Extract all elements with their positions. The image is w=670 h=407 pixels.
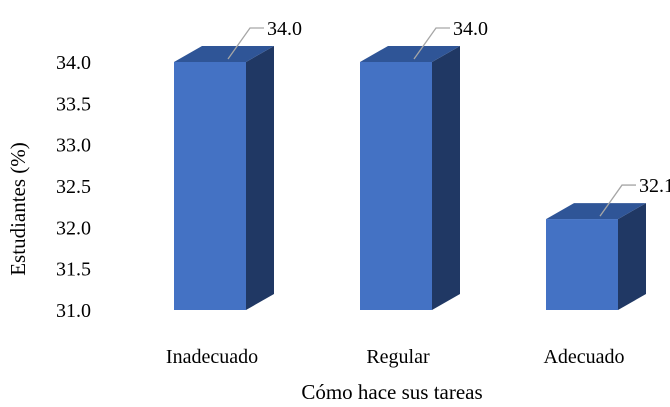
data-labels: 34.0 34.0 32.1 <box>227 18 670 217</box>
y-tick-label: 32.5 <box>56 176 91 198</box>
bar-inadecuado <box>174 46 274 310</box>
y-tick-label: 33.0 <box>56 135 91 157</box>
x-axis-label: Cómo hace sus tareas <box>301 380 482 404</box>
bar-front <box>546 219 618 310</box>
data-label-leader <box>227 27 264 60</box>
y-tick-label: 31.5 <box>56 259 91 281</box>
y-tick-label: 31.0 <box>56 300 91 322</box>
bar-top <box>174 46 274 62</box>
bar-side <box>246 46 274 310</box>
y-tick-label: 34.0 <box>56 52 91 74</box>
data-label-leader <box>599 184 636 217</box>
bar-top <box>360 46 460 62</box>
bar-regular <box>360 46 460 310</box>
bars <box>174 46 646 310</box>
bar-front <box>360 62 432 310</box>
y-tick-label: 32.0 <box>56 217 91 239</box>
y-axis-ticks: 31.0 31.5 32.0 32.5 33.0 33.5 34.0 <box>56 52 91 322</box>
y-axis-label: Estudiantes (%) <box>6 142 30 276</box>
bar-side <box>432 46 460 310</box>
data-label: 34.0 <box>267 18 302 40</box>
data-label: 34.0 <box>453 18 488 40</box>
x-category-label: Inadecuado <box>166 346 258 368</box>
bar-side <box>618 203 646 310</box>
bar-adecuado <box>546 203 646 310</box>
bar-top <box>546 203 646 220</box>
data-label-leader <box>413 27 450 60</box>
data-label: 32.1 <box>639 175 670 197</box>
x-axis-categories: Inadecuado Regular Adecuado <box>166 346 625 368</box>
bar-front <box>174 62 246 310</box>
y-tick-label: 33.5 <box>56 93 91 115</box>
x-category-label: Regular <box>366 346 430 368</box>
x-category-label: Adecuado <box>543 346 624 368</box>
